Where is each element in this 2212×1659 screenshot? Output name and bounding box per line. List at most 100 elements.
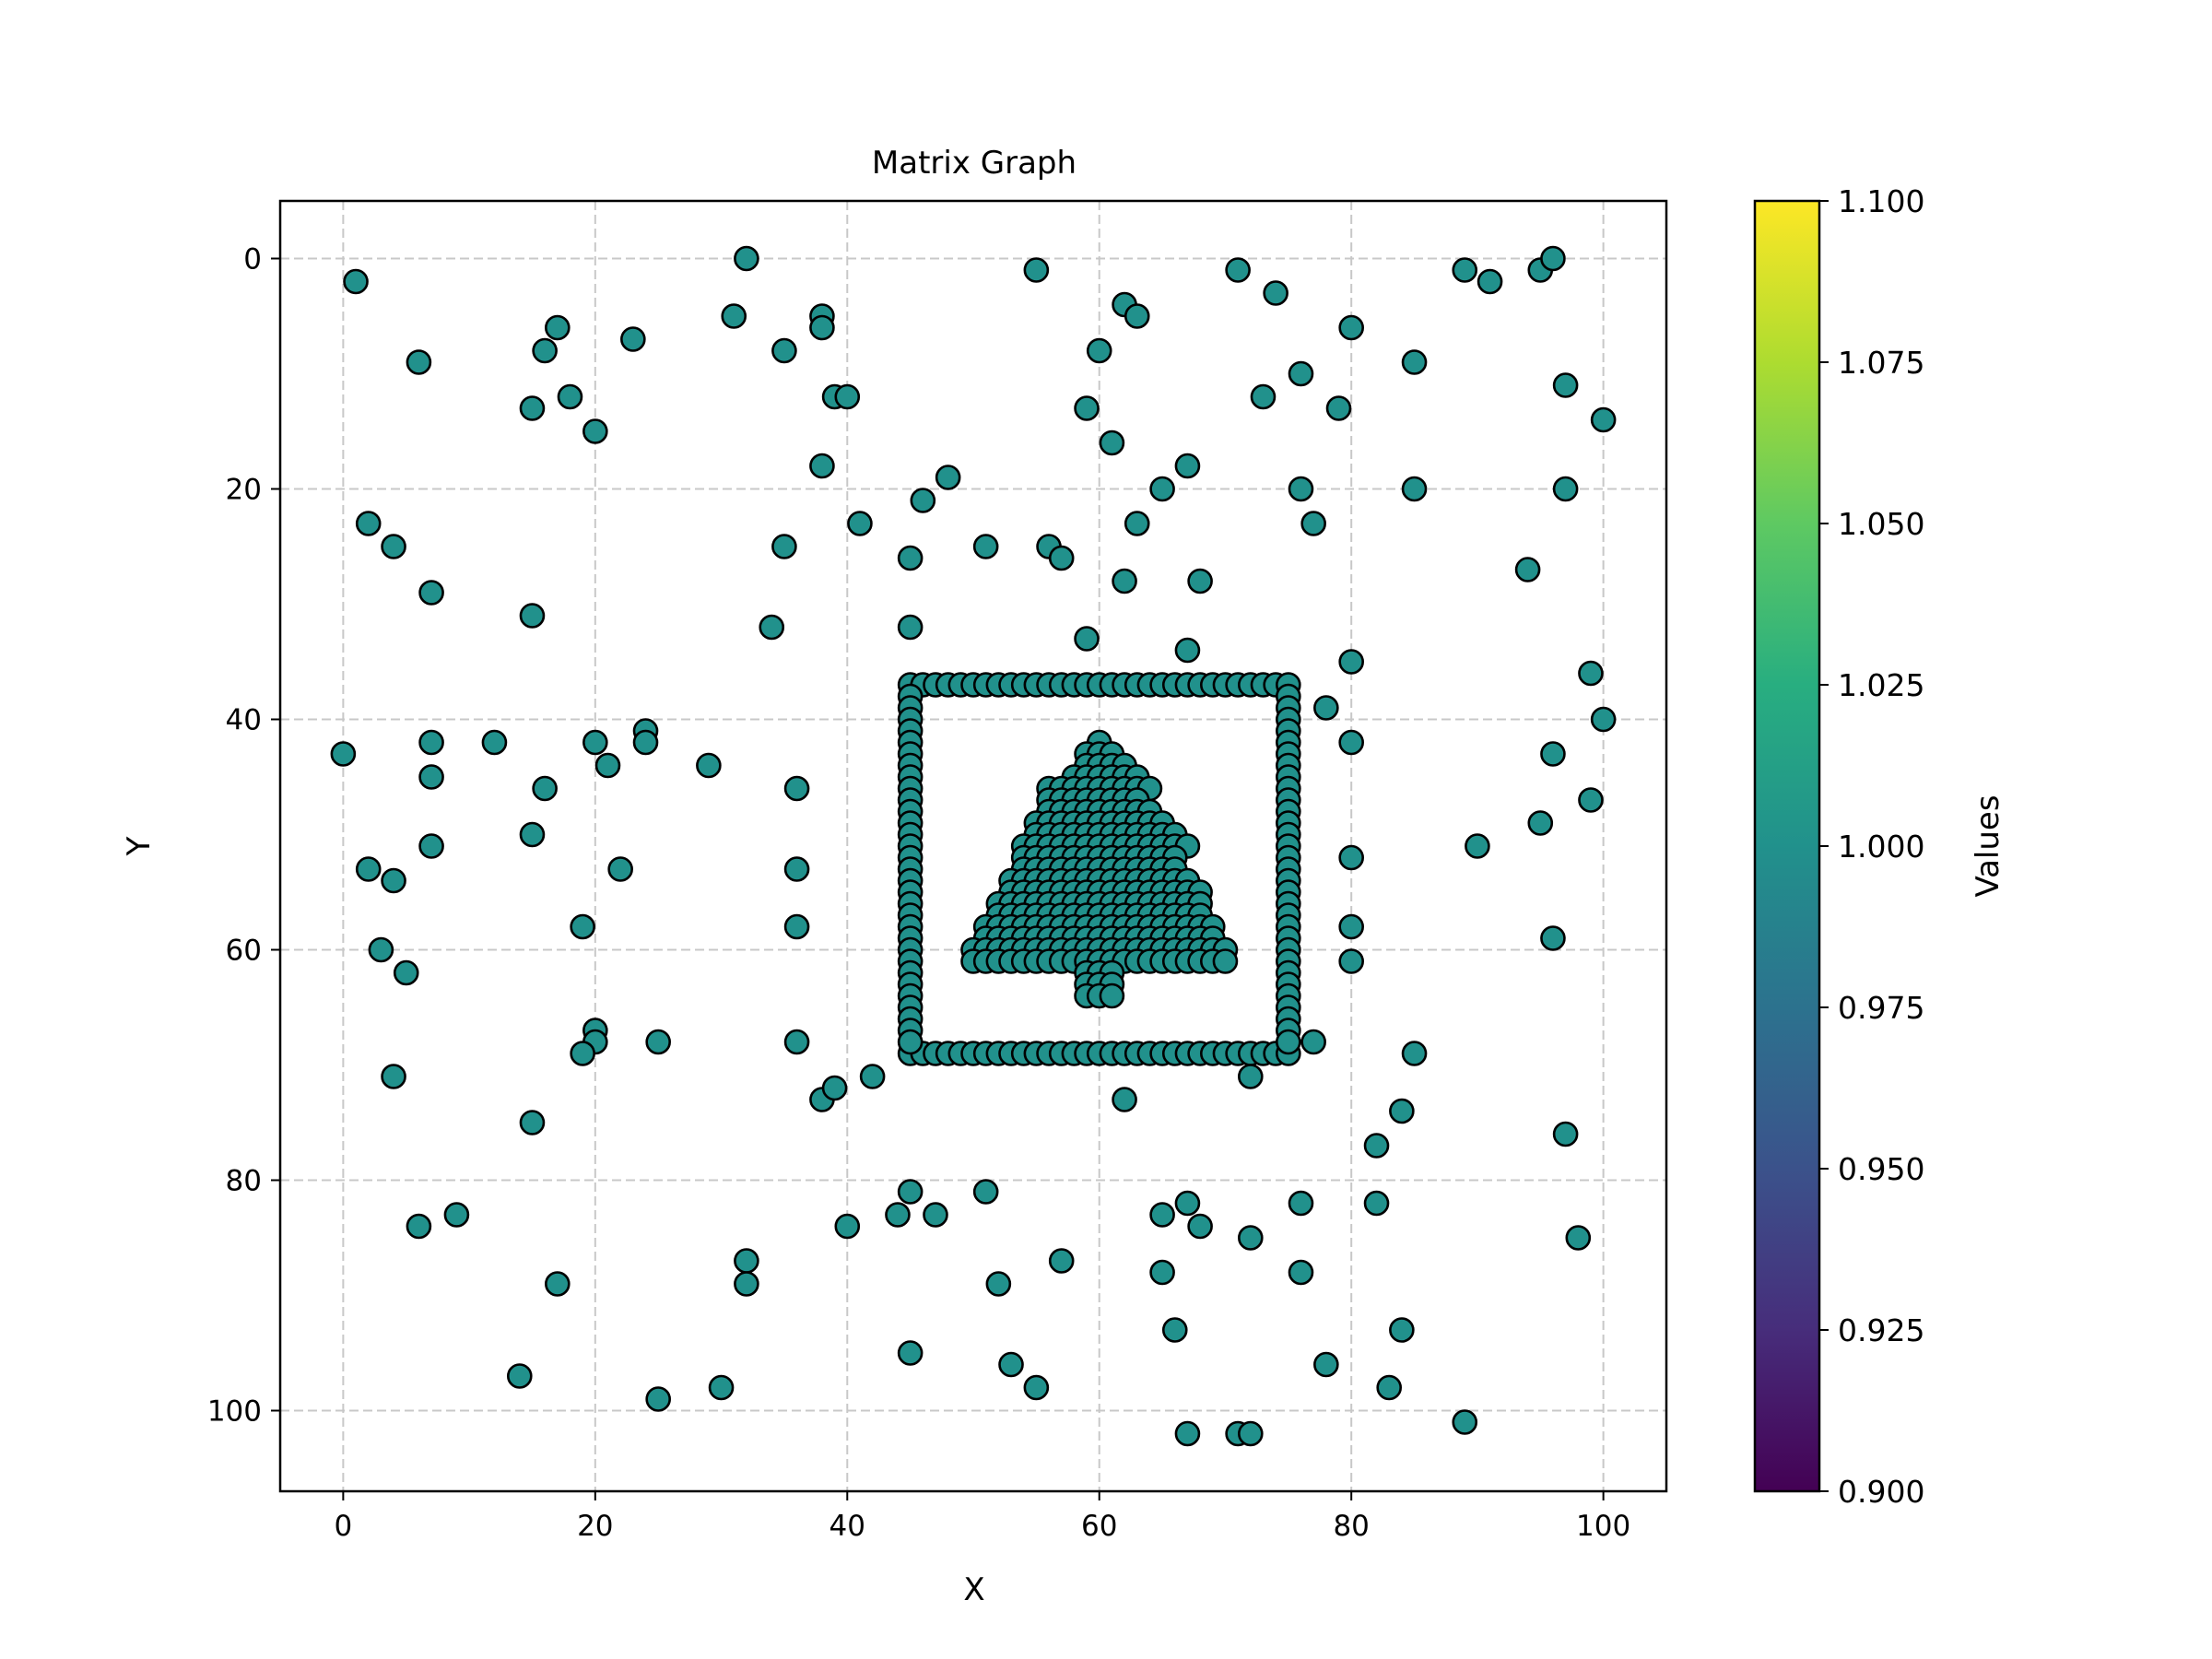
scatter-point [783, 775, 810, 802]
chart-title: Matrix Graph [872, 145, 1077, 182]
scatter-point [519, 395, 546, 421]
scatter-point [570, 1041, 595, 1066]
scatter-point [1149, 476, 1175, 502]
scatter-point [1174, 1190, 1201, 1217]
scatter-point [897, 1029, 924, 1055]
x-tick-label: 100 [1576, 1510, 1630, 1543]
scatter-point [734, 245, 759, 272]
colorbar-tick-label: 0.950 [1838, 1151, 1924, 1187]
scatter-point [783, 1029, 810, 1055]
scatter-point [1149, 1202, 1175, 1228]
scatter-point [544, 1271, 571, 1297]
scatter-point [544, 314, 571, 341]
scatter-point [771, 337, 797, 364]
scatter-point [594, 752, 621, 779]
scatter-point [1099, 982, 1125, 1009]
scatter-point [1540, 245, 1566, 272]
scatter-point [809, 453, 835, 479]
scatter-point [1527, 810, 1554, 836]
scatter-point [620, 326, 646, 352]
scatter-point [897, 614, 924, 641]
scatter-point [381, 867, 406, 894]
colorbar [1753, 199, 1821, 1493]
colorbar-tick-label: 1.075 [1838, 345, 1924, 381]
scatter-point [645, 1029, 671, 1055]
scatter-point [1238, 1420, 1264, 1447]
scatter-point [847, 511, 873, 536]
scatter-point [1338, 948, 1364, 974]
colorbar-tick-label: 0.975 [1838, 990, 1924, 1026]
x-tick-label: 0 [334, 1510, 352, 1543]
scatter-point [1401, 476, 1428, 502]
scatter-point [897, 1340, 924, 1366]
scatter-point [1389, 1317, 1415, 1343]
scatter-point [734, 1271, 759, 1297]
axis-ticks: 0 20 40 60 80 100 0 20 40 60 80 100 [207, 243, 1630, 1544]
scatter-point [355, 511, 382, 536]
scatter-point [1465, 833, 1490, 859]
scatter-point [506, 1363, 533, 1389]
scatter-points [330, 245, 1617, 1447]
scatter-point [1288, 360, 1314, 387]
scatter-point [1552, 372, 1579, 398]
colorbar-tick-label: 0.925 [1838, 1312, 1924, 1348]
scatter-point [368, 936, 394, 963]
scatter-point [1112, 568, 1137, 594]
scatter-point [1578, 787, 1604, 813]
scatter-point [1338, 844, 1364, 871]
scatter-point [1212, 948, 1239, 974]
scatter-point [1276, 1029, 1301, 1055]
scatter-point [759, 614, 785, 641]
scatter-point [1074, 395, 1100, 421]
scatter-point [1552, 1121, 1579, 1147]
scatter-point [1288, 1259, 1314, 1286]
scatter-point [834, 383, 861, 410]
scatter-point [1112, 1087, 1137, 1112]
scatter-point [481, 729, 508, 756]
y-tick-label: 40 [226, 704, 262, 737]
scatter-point [1325, 395, 1352, 421]
scatter-point [859, 1064, 886, 1089]
scatter-point [972, 534, 999, 559]
scatter-point [330, 741, 357, 767]
scatter-point [1401, 349, 1428, 375]
scatter-point [935, 465, 961, 490]
colorbar-tick-label: 1.050 [1838, 506, 1924, 542]
scatter-point [607, 856, 633, 882]
scatter-point [1174, 637, 1201, 664]
y-tick-label: 100 [207, 1395, 262, 1429]
scatter-point [519, 821, 546, 848]
scatter-point [1074, 626, 1100, 652]
scatter-point [1161, 1317, 1188, 1343]
scatter-point [1174, 453, 1201, 479]
scatter-point [1225, 257, 1251, 283]
scatter-point [393, 959, 419, 986]
scatter-point [1401, 1041, 1428, 1066]
scatter-point [809, 314, 835, 341]
scatter-point [1338, 649, 1364, 675]
y-tick-label: 60 [226, 935, 262, 968]
scatter-point [1363, 1190, 1390, 1217]
scatter-point [1338, 913, 1364, 940]
scatter-point [1099, 429, 1125, 456]
scatter-point [1263, 280, 1288, 306]
scatter-point [696, 752, 722, 779]
scatter-point [1124, 303, 1150, 329]
scatter-point [1578, 660, 1604, 687]
scatter-point [1389, 1098, 1415, 1124]
x-tick-label: 60 [1081, 1510, 1117, 1543]
x-tick-label: 20 [577, 1510, 613, 1543]
scatter-point [1023, 1374, 1050, 1401]
scatter-point [885, 1202, 911, 1228]
scatter-point [519, 1110, 546, 1135]
scatter-point [1288, 1190, 1314, 1217]
y-tick-label: 20 [226, 474, 262, 507]
scatter-point [734, 1248, 759, 1274]
plot-frame [278, 199, 1668, 1493]
scatter-point [897, 545, 924, 571]
colorbar-label: Values [1970, 794, 2006, 897]
scatter-point [708, 1374, 735, 1401]
scatter-point [1300, 511, 1326, 536]
scatter-point [1288, 476, 1314, 502]
scatter-point [1187, 1213, 1213, 1240]
